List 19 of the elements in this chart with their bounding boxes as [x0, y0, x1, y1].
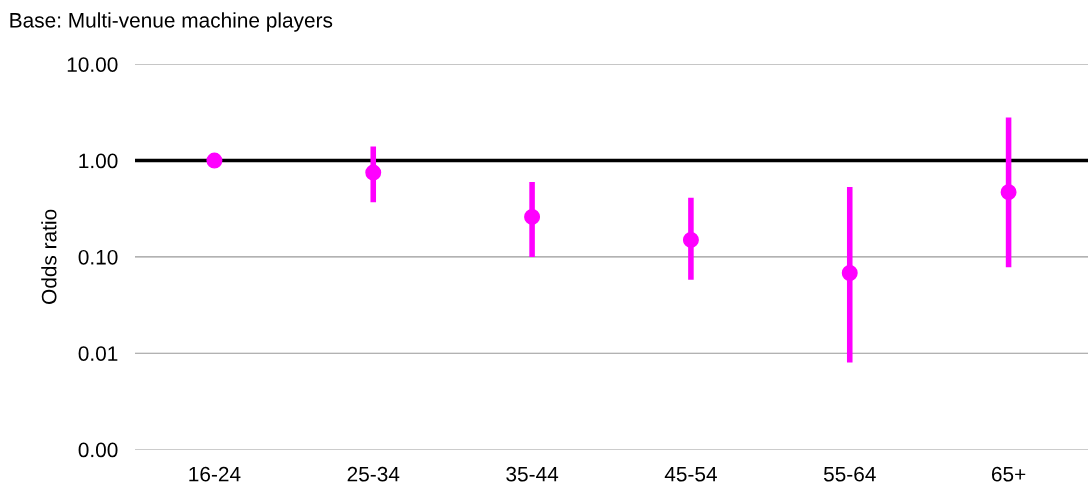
y-tick-label: 0.01	[78, 346, 118, 361]
y-tick-label: 0.10	[78, 249, 118, 265]
point	[1000, 184, 1017, 201]
x-tick-label: 45-54	[664, 466, 717, 482]
chart-title: Base: Multi-venue machine players	[10, 12, 333, 32]
point	[206, 152, 223, 169]
y-tick-label: 10.00	[67, 57, 118, 72]
x-tick-label: 55-64	[823, 466, 876, 482]
y-tick-label: 0.00	[78, 442, 118, 458]
point	[524, 208, 541, 225]
x-tick-label: 65+	[991, 466, 1026, 482]
x-tick-label: 35-44	[506, 466, 559, 482]
x-tick-label: 16-24	[189, 466, 241, 482]
y-axis-title: Odds ratio	[41, 209, 57, 304]
x-tick-label: 25-34	[347, 466, 400, 482]
point	[682, 231, 699, 248]
y-tick-label: 1.00	[79, 153, 118, 169]
point	[841, 265, 858, 281]
point	[365, 164, 382, 181]
